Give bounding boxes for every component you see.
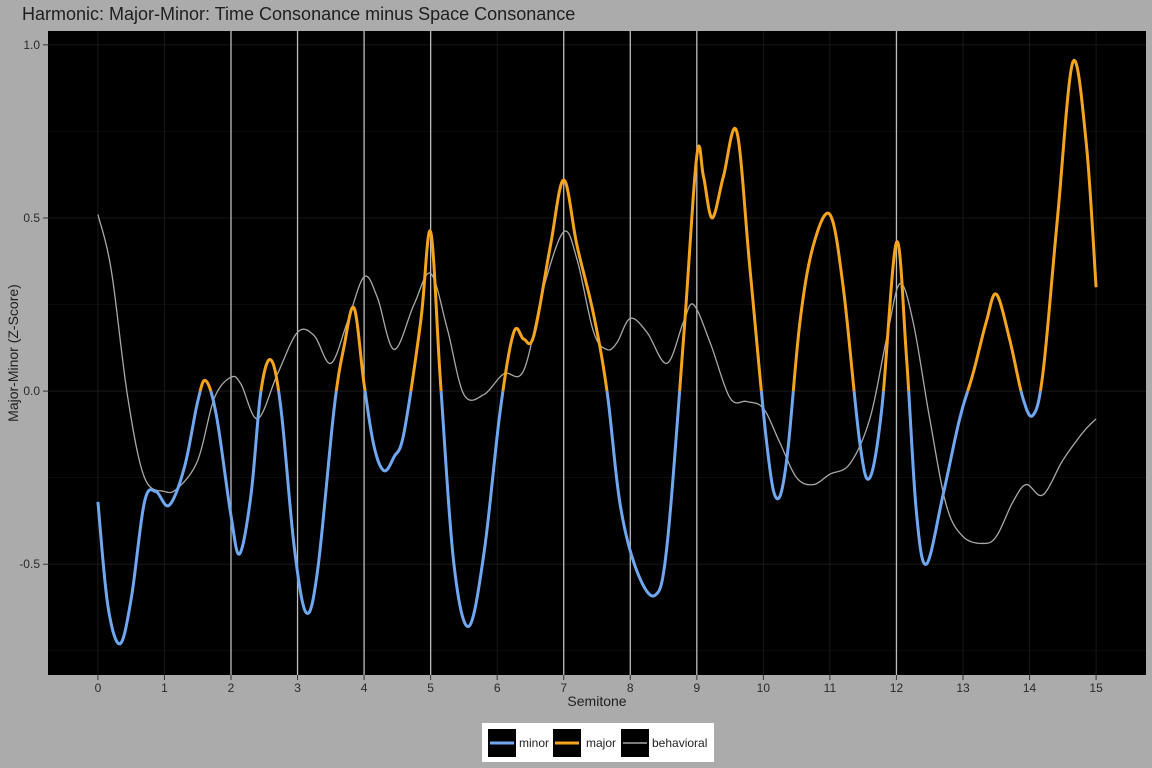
major-segment <box>881 240 911 392</box>
minor-segment <box>907 389 970 566</box>
y-axis-label: Major-Minor (Z-Score) <box>5 284 21 422</box>
x-tick-label: 14 <box>1023 681 1037 695</box>
minor-segment <box>209 390 263 556</box>
x-tick-label: 12 <box>890 681 904 695</box>
minor-segment <box>1019 390 1042 418</box>
x-tick-label: 15 <box>1089 681 1103 695</box>
major-segment <box>334 305 367 392</box>
major-segment <box>791 211 856 392</box>
legend-label-minor: minor <box>519 736 549 750</box>
x-tick-label: 9 <box>693 681 700 695</box>
x-tick-label: 2 <box>228 681 235 695</box>
minor-segment <box>96 390 202 646</box>
major-segment <box>198 378 213 392</box>
legend: minor major behavioral <box>482 723 714 762</box>
x-tick-label: 4 <box>361 681 368 695</box>
x-tick-label: 8 <box>627 681 634 695</box>
x-tick-label: 1 <box>161 681 168 695</box>
y-tick-label: -0.5 <box>19 557 40 571</box>
major-segment <box>678 126 763 392</box>
x-tick-label: 0 <box>95 681 102 695</box>
x-tick-label: 7 <box>560 681 567 695</box>
x-axis: 0 1 2 3 4 5 6 7 8 9 10 11 12 13 14 15 <box>95 675 1103 695</box>
x-tick-label: 11 <box>824 681 837 695</box>
reference-lines <box>230 31 898 675</box>
minor-segment <box>363 390 413 473</box>
minor-segment <box>605 390 682 598</box>
major-segment <box>259 358 281 392</box>
legend-label-behavioral: behavioral <box>652 736 707 750</box>
legend-label-major: major <box>586 736 616 750</box>
major-segment <box>409 229 443 392</box>
y-tick-label: 1.0 <box>23 38 40 52</box>
minor-segment <box>439 390 505 629</box>
minor-segment <box>277 390 338 615</box>
x-tick-label: 6 <box>494 681 501 695</box>
y-axis: -0.5 0.0 0.5 1.0 <box>19 38 48 571</box>
x-axis-label: Semitone <box>567 693 626 709</box>
x-tick-label: 10 <box>757 681 771 695</box>
x-tick-label: 13 <box>956 681 970 695</box>
legend-box <box>482 723 714 762</box>
major-segment <box>966 292 1023 392</box>
major-segment <box>1038 58 1098 392</box>
y-tick-label: 0.5 <box>23 211 40 225</box>
minor-segment <box>759 390 795 501</box>
x-tick-label: 5 <box>427 681 434 695</box>
minor-segment <box>852 390 885 481</box>
y-tick-label: 0.0 <box>23 384 40 398</box>
series-lines <box>96 58 1098 646</box>
chart-title: Harmonic: Major-Minor: Time Consonance m… <box>22 4 575 24</box>
major-segment <box>501 178 609 393</box>
x-tick-label: 3 <box>294 681 301 695</box>
plot-area <box>48 31 1146 675</box>
